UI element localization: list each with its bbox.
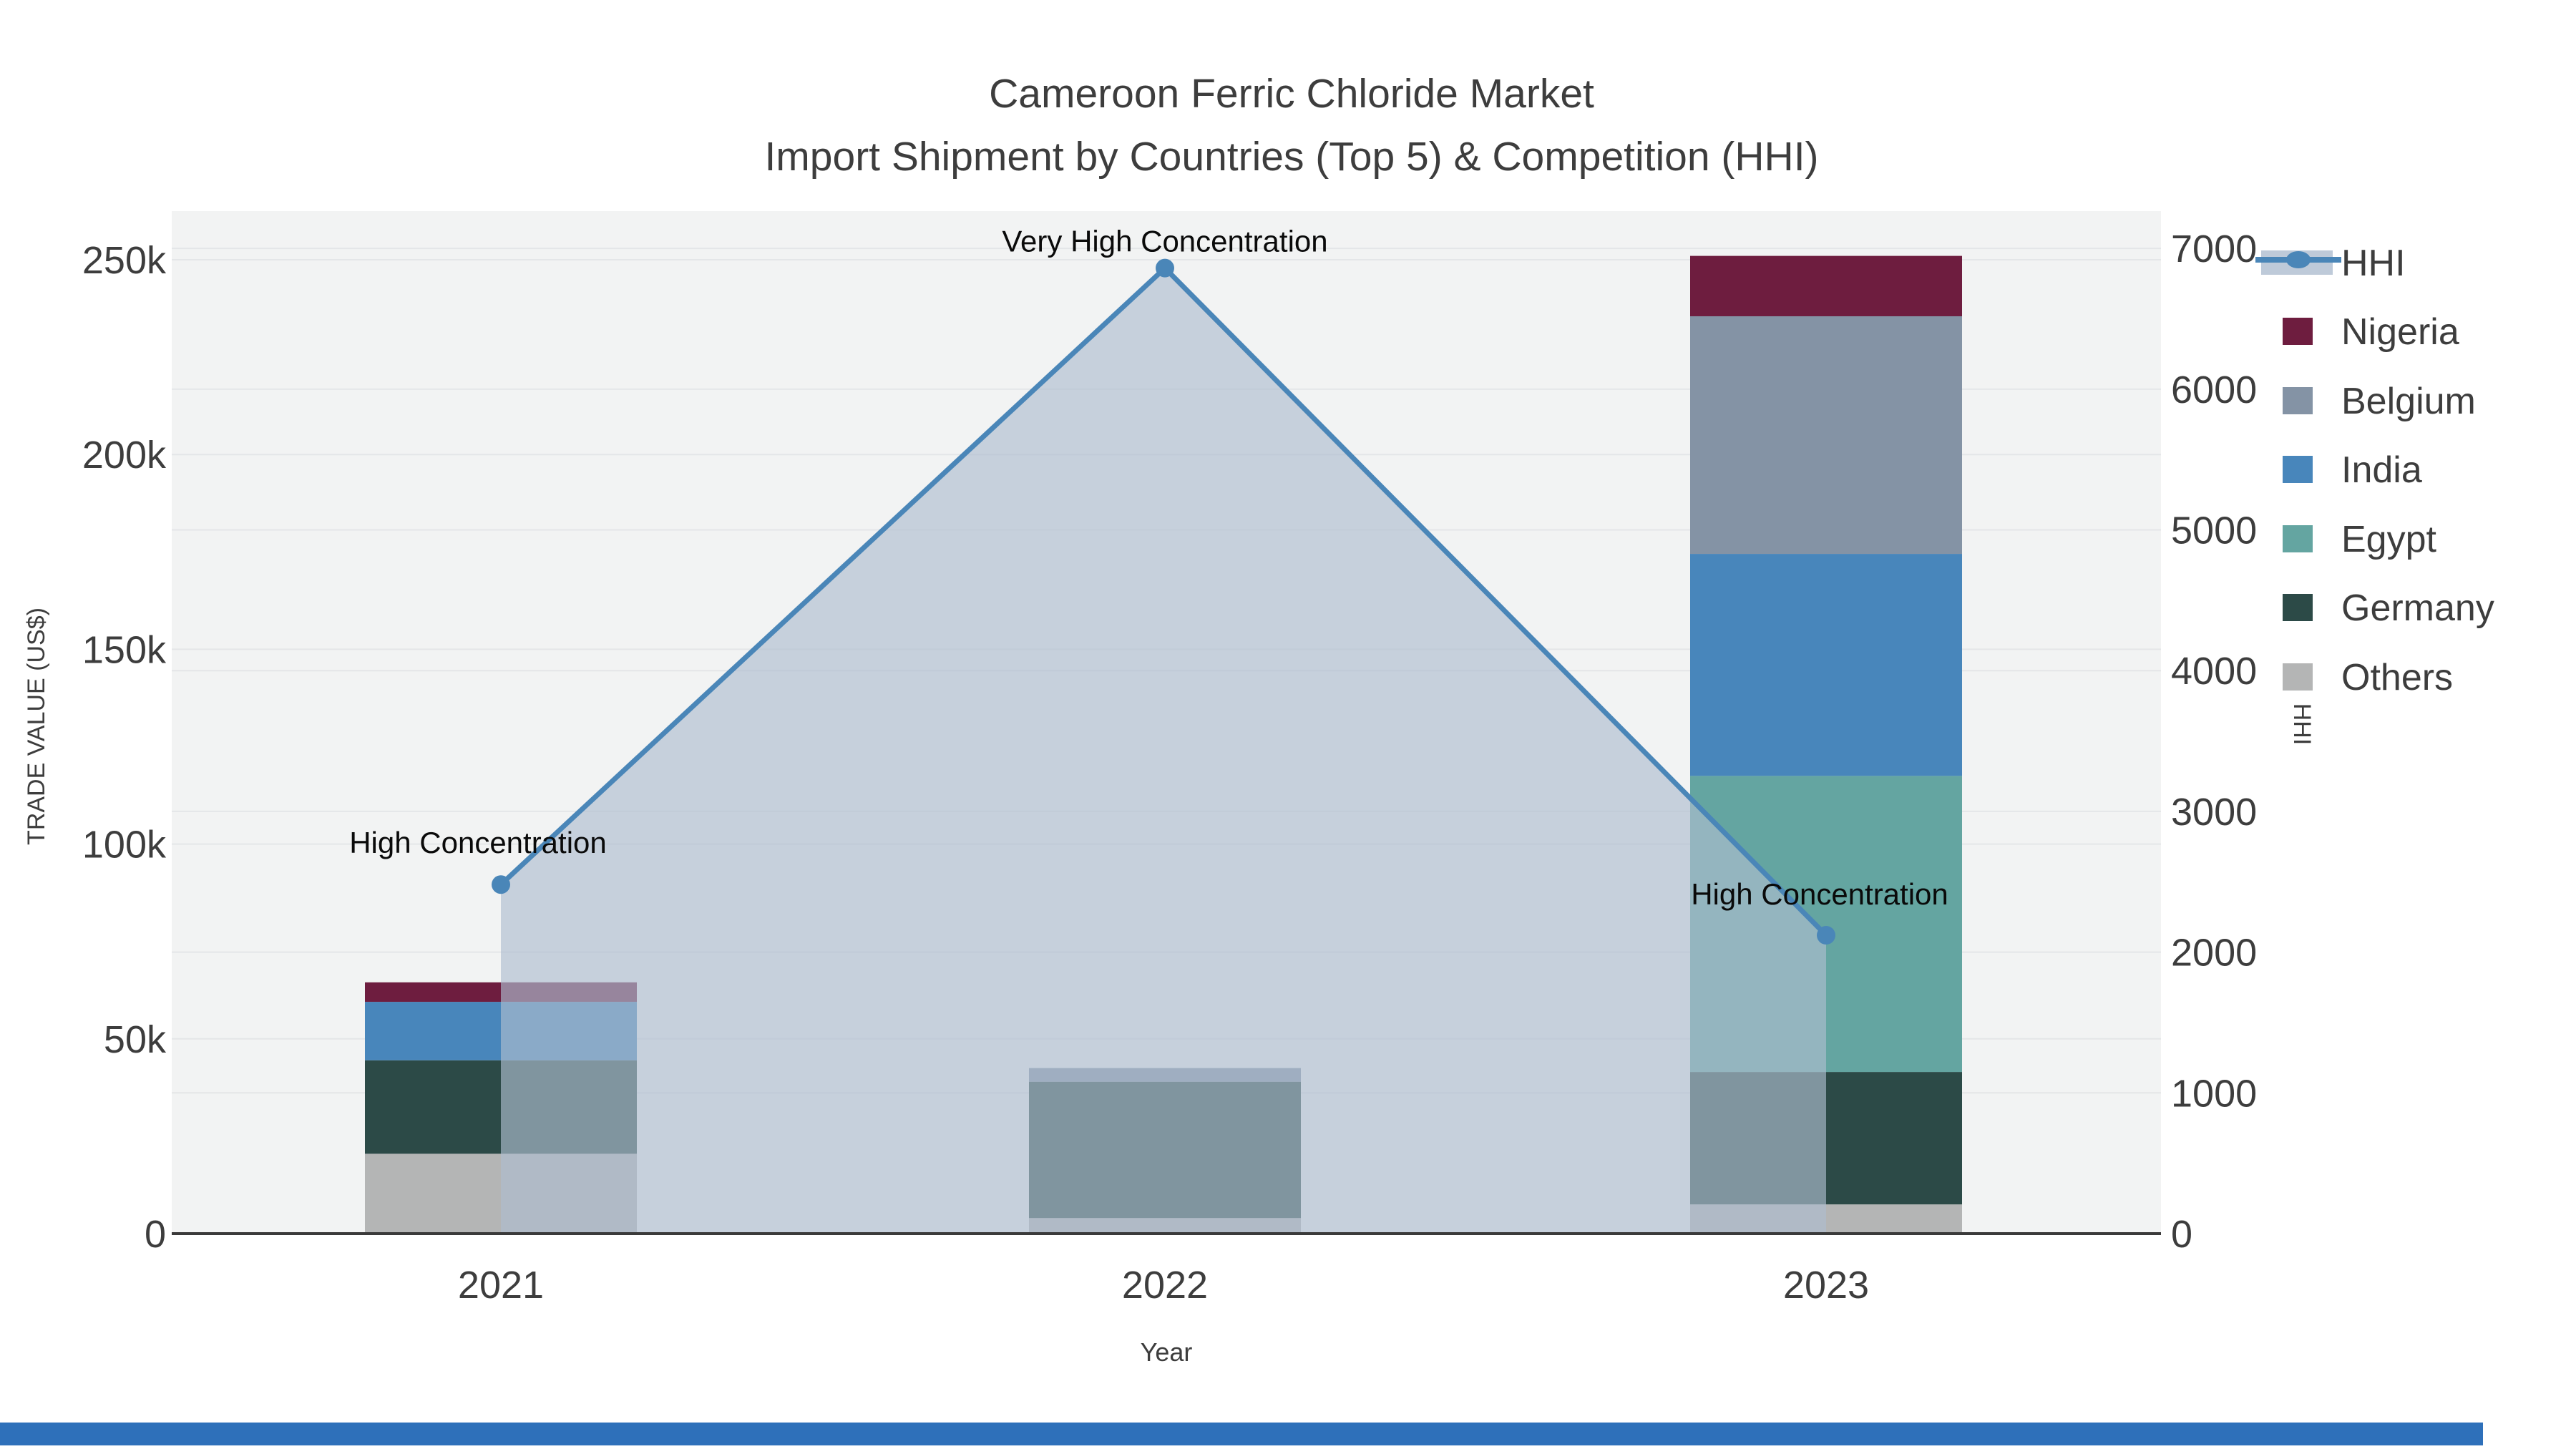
x-tick-label-2021: 2021	[458, 1264, 544, 1307]
bar-segment-nigeria-2023	[1690, 255, 1962, 316]
y-left-tick-label: 200k	[82, 434, 167, 477]
x-tick-label-2023: 2023	[1783, 1264, 1869, 1307]
chart-title-line2: Import Shipment by Countries (Top 5) & C…	[764, 134, 1818, 180]
legend-label-nigeria: Nigeria	[2341, 311, 2459, 353]
hhi-marker-2023	[1817, 926, 1835, 945]
legend-swatch-germany	[2283, 594, 2313, 621]
y-right-tick-label: 0	[2171, 1213, 2192, 1256]
legend-label-hhi: HHI	[2341, 243, 2406, 284]
legend-swatch-belgium	[2283, 387, 2313, 414]
hhi-marker-2022	[1156, 258, 1174, 278]
legend-label-india: India	[2341, 449, 2422, 491]
chart-title-line1: Cameroon Ferric Chloride Market	[989, 71, 1594, 117]
legend-swatch-egypt	[2283, 525, 2313, 552]
annotation-2021: High Concentration	[349, 826, 607, 859]
bar-segment-india-2023	[1690, 554, 1962, 776]
y-left-tick-label: 100k	[82, 824, 167, 867]
y-right-tick-label: 6000	[2171, 369, 2257, 411]
y-right-tick-label: 3000	[2171, 791, 2257, 834]
legend-label-egypt: Egypt	[2341, 519, 2437, 560]
legend-hhi-marker-icon	[2286, 251, 2311, 268]
x-axis-title: Year	[1141, 1337, 1193, 1367]
y-left-tick-label: 50k	[104, 1018, 167, 1061]
y-left-axis-title: TRADE VALUE (US$)	[23, 608, 50, 845]
legend-label-germany: Germany	[2341, 587, 2494, 629]
annotation-2023: High Concentration	[1691, 877, 1948, 911]
y-right-tick-label: 5000	[2171, 509, 2257, 552]
hhi-marker-2021	[492, 875, 510, 894]
footer-accent-bar	[0, 1423, 2483, 1445]
y-right-tick-label: 7000	[2171, 228, 2257, 270]
y-left-tick-label: 250k	[82, 239, 167, 282]
bar-segment-belgium-2023	[1690, 316, 1962, 555]
legend-swatch-nigeria	[2283, 318, 2313, 345]
legend-swatch-others	[2283, 663, 2313, 691]
annotation-2022: Very High Concentration	[1002, 225, 1327, 258]
legend-label-belgium: Belgium	[2341, 381, 2476, 422]
y-right-tick-label: 1000	[2171, 1072, 2257, 1115]
y-right-tick-label: 2000	[2171, 932, 2257, 975]
legend-swatch-india	[2283, 456, 2313, 483]
y-right-axis-title: HHI	[2288, 703, 2316, 746]
y-right-tick-label: 4000	[2171, 650, 2257, 693]
y-left-tick-label: 0	[145, 1213, 166, 1256]
x-tick-label-2022: 2022	[1122, 1264, 1208, 1307]
legend-label-others: Others	[2341, 657, 2453, 698]
hhi-area-band	[501, 268, 1826, 1234]
y-left-tick-label: 150k	[82, 628, 167, 671]
